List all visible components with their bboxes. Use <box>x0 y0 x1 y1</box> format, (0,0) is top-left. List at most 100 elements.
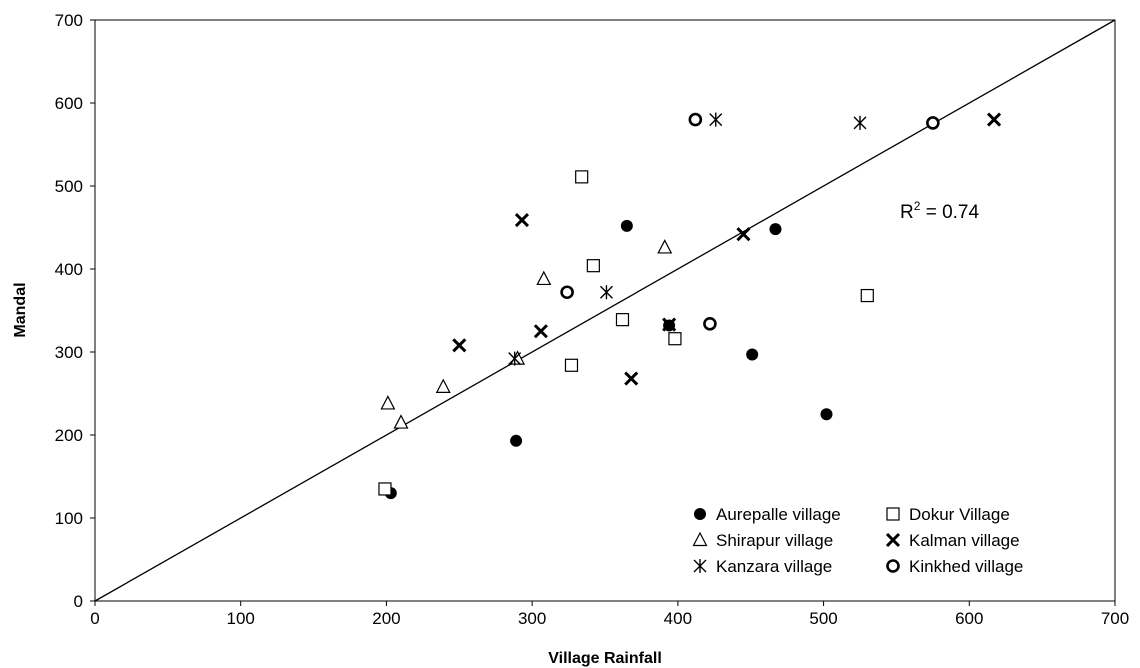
data-point <box>393 414 409 429</box>
marker-shape <box>662 317 677 332</box>
series-kanzara-village <box>508 112 867 366</box>
marker-shape <box>853 115 867 130</box>
data-point <box>860 288 874 303</box>
data-point <box>536 270 552 286</box>
marker-shape <box>926 116 940 130</box>
marker-shape <box>536 270 552 286</box>
marker-shape <box>746 348 759 361</box>
y-axis-title: Mandal <box>12 282 29 337</box>
data-point <box>435 378 451 393</box>
legend-marker <box>692 531 708 547</box>
marker-shape <box>508 351 522 366</box>
data-point <box>378 482 392 496</box>
x-tick-label: 100 <box>227 609 255 628</box>
legend-marker <box>885 532 901 548</box>
y-tick-label: 300 <box>55 343 83 362</box>
legend: Aurepalle village Dokur Village Shirapur v… <box>692 505 1023 576</box>
plot-area-border <box>94 19 1116 602</box>
marker-shape <box>378 482 392 496</box>
marker-shape <box>886 559 900 573</box>
marker-shape <box>452 338 467 353</box>
data-point <box>986 112 1002 127</box>
marker-shape <box>564 358 579 372</box>
legend-label: Kanzara village <box>716 557 832 576</box>
legend-item: Shirapur village <box>692 531 833 550</box>
data-point <box>657 239 673 254</box>
data-point <box>853 115 867 130</box>
marker-shape <box>820 408 833 421</box>
data-point <box>624 371 639 386</box>
r-squared-value: = 0.74 <box>920 202 979 223</box>
marker-shape <box>586 259 600 273</box>
r-squared-prefix: R <box>900 202 914 223</box>
series-aurepalle-village <box>384 219 833 500</box>
data-point <box>510 434 523 447</box>
data-point <box>820 408 833 421</box>
x-tick-label: 300 <box>518 609 546 628</box>
marker-shape <box>860 288 874 303</box>
data-point <box>586 259 600 273</box>
marker-shape <box>620 219 633 232</box>
y-tick-label: 600 <box>55 94 83 113</box>
legend-label: Aurepalle village <box>716 505 841 524</box>
x-tick-label: 600 <box>955 609 983 628</box>
data-point <box>668 332 682 346</box>
data-points <box>378 112 1002 500</box>
marker-shape <box>736 227 751 242</box>
x-tick-label: 400 <box>664 609 692 628</box>
data-point <box>452 338 467 353</box>
legend-item: Kinkhed village <box>886 557 1023 576</box>
data-point <box>575 170 589 184</box>
data-point <box>599 285 613 300</box>
legend-item: Dokur Village <box>886 505 1010 524</box>
marker-shape <box>986 112 1002 127</box>
data-point <box>746 348 759 361</box>
series-dokur-village <box>378 170 874 496</box>
marker-shape <box>380 395 396 410</box>
marker-shape <box>693 559 707 573</box>
x-tick-label: 0 <box>90 609 99 628</box>
marker-shape <box>533 324 548 339</box>
marker-shape <box>703 316 717 331</box>
marker-shape <box>692 531 708 547</box>
marker-shape <box>393 414 409 429</box>
x-tick-label: 500 <box>809 609 837 628</box>
marker-shape <box>435 378 451 393</box>
data-point <box>620 219 633 232</box>
legend-item: Aurepalle village <box>694 505 841 524</box>
marker-shape <box>624 371 639 386</box>
marker-shape <box>657 239 673 254</box>
marker-shape <box>769 223 782 236</box>
data-point <box>688 112 703 127</box>
legend-marker <box>886 507 900 521</box>
data-point <box>615 313 630 327</box>
data-point <box>926 116 940 130</box>
marker-shape <box>514 212 530 228</box>
x-axis-title: Village Rainfall <box>548 650 662 667</box>
data-point <box>508 351 522 366</box>
x-tick-label: 700 <box>1101 609 1129 628</box>
marker-shape <box>886 507 900 521</box>
series-kalman-village <box>452 112 1002 386</box>
legend-label: Shirapur village <box>716 531 833 550</box>
y-tick-label: 400 <box>55 260 83 279</box>
y-axis-ticks: 0 100 200 300 400 500 600 700 <box>55 11 95 611</box>
data-point <box>560 285 574 300</box>
data-point <box>736 227 751 242</box>
r-squared-annotation: R2 = 0.74 <box>900 199 979 223</box>
legend-item: Kalman village <box>885 531 1020 550</box>
data-point <box>564 358 579 372</box>
marker-shape <box>599 285 613 300</box>
legend-marker <box>886 559 900 573</box>
marker-shape <box>575 170 589 184</box>
y-tick-label: 100 <box>55 509 83 528</box>
legend-marker <box>694 508 706 520</box>
r-squared-superscript: 2 <box>914 199 921 213</box>
series-shirapur-village <box>380 239 673 429</box>
marker-shape <box>688 112 703 127</box>
marker-shape <box>709 112 723 127</box>
y-tick-label: 0 <box>74 592 83 611</box>
data-point <box>769 223 782 236</box>
y-tick-label: 700 <box>55 11 83 30</box>
